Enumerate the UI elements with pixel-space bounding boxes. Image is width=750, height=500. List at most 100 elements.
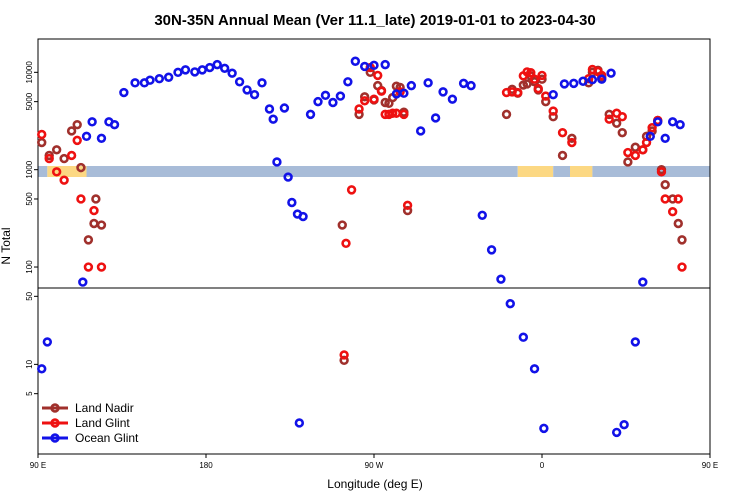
point-ocean-glint xyxy=(675,119,685,130)
point-land-nadir xyxy=(660,180,670,190)
point-ocean-glint xyxy=(406,80,417,91)
point-land-nadir xyxy=(37,137,47,148)
point-land-glint xyxy=(96,262,107,272)
y-axis: 5 10 50 100 500 1000 5000 10000 xyxy=(25,61,38,396)
point-ocean-glint xyxy=(257,78,267,88)
point-ocean-glint xyxy=(423,78,433,88)
point-ocean-glint xyxy=(163,72,174,82)
point-ocean-glint xyxy=(268,114,278,124)
point-land-nadir xyxy=(611,118,622,128)
point-ocean-glint xyxy=(249,89,260,100)
point-land-glint xyxy=(513,87,523,98)
land-strip-segment-land xyxy=(47,166,87,177)
point-land-glint xyxy=(597,70,607,81)
point-land-nadir xyxy=(51,145,62,155)
point-ocean-glint xyxy=(518,332,529,342)
land-strip-segment-ocean xyxy=(553,166,570,177)
point-ocean-glint xyxy=(399,88,409,98)
point-ocean-glint xyxy=(466,80,476,91)
point-land-nadir xyxy=(337,220,347,230)
x-tick-label: 90 E xyxy=(30,461,46,470)
point-land-nadir xyxy=(630,142,641,152)
land-strip-segment-ocean xyxy=(86,166,518,177)
point-land-nadir xyxy=(72,119,82,130)
point-land-glint xyxy=(673,194,683,204)
x-tick-label: 180 xyxy=(199,461,213,470)
land-strip-segment-land xyxy=(570,166,593,177)
x-tick-label: 90 W xyxy=(365,461,384,470)
point-land-glint xyxy=(647,122,657,133)
point-land-glint xyxy=(373,70,383,81)
point-land-nadir xyxy=(567,133,577,144)
land-strip-segment-land xyxy=(517,166,554,177)
point-land-glint xyxy=(537,70,547,81)
land-strip xyxy=(38,166,710,177)
point-ocean-glint xyxy=(458,78,469,89)
point-ocean-glint xyxy=(81,131,92,142)
y-tick-label: 10000 xyxy=(25,61,34,84)
land-strip-segment-ocean xyxy=(592,166,710,177)
point-ocean-glint xyxy=(606,68,616,78)
point-land-glint xyxy=(89,205,99,216)
point-ocean-glint xyxy=(272,157,282,167)
point-ocean-glint xyxy=(205,62,215,73)
y-tick-label: 5000 xyxy=(25,92,34,110)
point-ocean-glint xyxy=(548,89,558,100)
point-land-nadir xyxy=(617,127,627,138)
point-land-nadir xyxy=(359,92,370,102)
point-land-glint xyxy=(341,238,351,249)
point-ocean-glint xyxy=(380,59,390,70)
legend-label-land-glint: Land Glint xyxy=(75,416,130,430)
point-land-nadir xyxy=(365,67,375,78)
x-axis: 90 E 180 90 W 0 90 E xyxy=(30,454,718,470)
point-ocean-glint xyxy=(283,172,293,182)
point-land-glint xyxy=(623,147,633,158)
point-ocean-glint xyxy=(305,109,316,120)
point-land-glint xyxy=(656,167,667,177)
point-land-glint xyxy=(359,96,370,106)
point-land-glint xyxy=(399,109,409,120)
point-land-glint xyxy=(83,262,94,272)
point-land-nadir xyxy=(677,235,687,245)
point-land-glint xyxy=(51,167,62,177)
x-axis-label: Longitude (deg E) xyxy=(327,477,422,491)
point-land-nadir xyxy=(83,235,94,245)
point-land-glint xyxy=(617,112,627,122)
point-ocean-glint xyxy=(430,113,441,123)
point-land-nadir xyxy=(76,162,86,173)
point-ocean-glint xyxy=(242,85,252,95)
point-ocean-glint xyxy=(578,76,588,86)
point-land-glint xyxy=(387,108,398,118)
point-ocean-glint xyxy=(660,133,670,144)
point-land-nadir xyxy=(66,126,77,136)
point-land-glint xyxy=(76,194,86,204)
point-ocean-glint xyxy=(619,419,629,430)
point-ocean-glint xyxy=(369,60,379,71)
point-ocean-glint xyxy=(313,96,323,107)
legend-marker-land-nadir xyxy=(50,403,60,413)
point-ocean-glint xyxy=(529,364,540,374)
point-ocean-glint xyxy=(486,245,497,255)
point-land-glint xyxy=(37,129,47,140)
point-ocean-glint xyxy=(477,210,487,220)
point-ocean-glint xyxy=(447,94,458,104)
point-ocean-glint xyxy=(415,126,426,136)
point-land-glint xyxy=(630,150,641,161)
point-ocean-glint xyxy=(180,65,191,75)
point-ocean-glint xyxy=(227,68,237,78)
point-land-glint xyxy=(72,135,82,146)
point-land-glint xyxy=(541,91,551,101)
point-ocean-glint xyxy=(559,79,570,89)
point-ocean-glint xyxy=(328,97,338,108)
y-axis-label: N Total xyxy=(0,227,13,264)
point-land-nadir xyxy=(501,109,512,120)
point-ocean-glint xyxy=(96,133,107,144)
point-land-glint xyxy=(376,86,387,96)
point-ocean-glint xyxy=(496,274,506,284)
point-ocean-glint xyxy=(350,56,361,66)
point-land-glint xyxy=(638,145,648,155)
point-ocean-glint xyxy=(197,65,207,75)
point-land-glint xyxy=(567,137,577,148)
point-ocean-glint xyxy=(145,75,155,85)
